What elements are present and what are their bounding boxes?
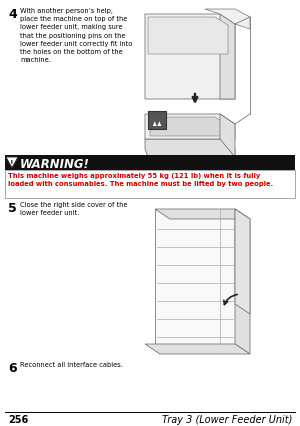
Bar: [5, 170, 295, 199]
Polygon shape: [145, 115, 235, 140]
Polygon shape: [6, 158, 18, 169]
Text: 4: 4: [8, 8, 17, 21]
Text: This machine weighs approximately 55 kg (121 lb) when it is fully
loaded with co: This machine weighs approximately 55 kg …: [8, 173, 273, 187]
Text: Close the right side cover of the
lower feeder unit.: Close the right side cover of the lower …: [20, 201, 128, 216]
Text: Reconnect all interface cables.: Reconnect all interface cables.: [20, 361, 123, 367]
Polygon shape: [145, 344, 250, 354]
Polygon shape: [205, 10, 250, 30]
Polygon shape: [150, 118, 228, 137]
Text: WARNING!: WARNING!: [20, 158, 90, 171]
Polygon shape: [155, 210, 235, 344]
Text: !: !: [10, 160, 14, 169]
Text: ♟♟: ♟♟: [152, 122, 163, 127]
Polygon shape: [235, 210, 250, 354]
Bar: [148, 112, 166, 130]
Text: With another person’s help,
place the machine on top of the
lower feeder unit, m: With another person’s help, place the ma…: [20, 8, 132, 63]
Text: 256: 256: [8, 414, 28, 424]
Polygon shape: [148, 18, 228, 55]
Polygon shape: [220, 15, 235, 100]
Polygon shape: [235, 210, 250, 314]
Polygon shape: [145, 140, 235, 158]
Text: 5: 5: [8, 201, 17, 215]
Text: Tray 3 (Lower Feeder Unit): Tray 3 (Lower Feeder Unit): [162, 414, 292, 424]
Text: 6: 6: [8, 361, 16, 374]
Polygon shape: [155, 210, 250, 219]
Polygon shape: [145, 15, 235, 100]
Bar: [5, 155, 295, 170]
Polygon shape: [220, 115, 235, 158]
